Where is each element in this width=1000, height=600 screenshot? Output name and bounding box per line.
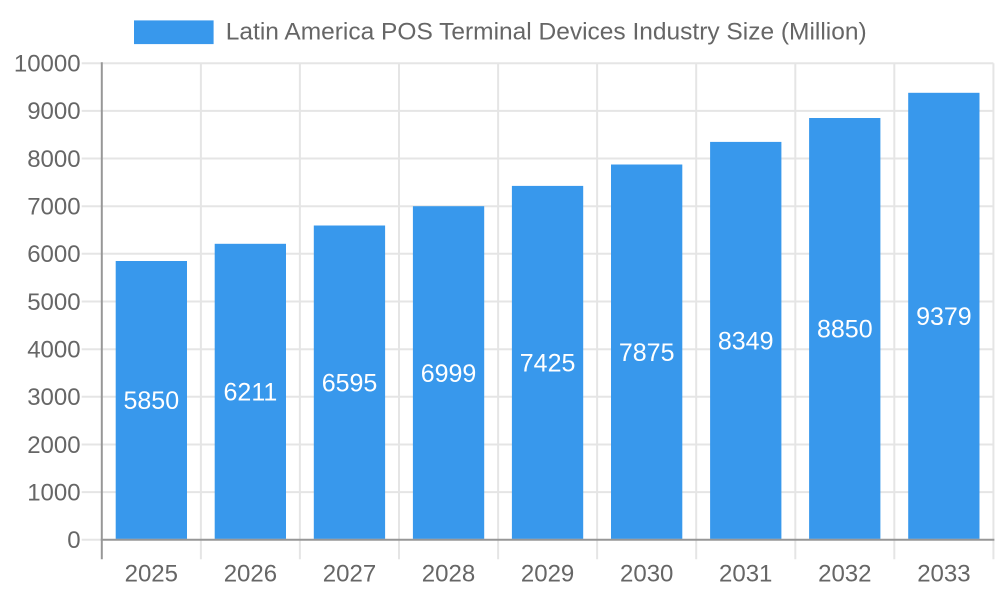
svg-text:2029: 2029 <box>521 561 574 588</box>
svg-text:Latin America POS Terminal Dev: Latin America POS Terminal Devices Indus… <box>226 19 867 46</box>
svg-text:4000: 4000 <box>27 337 80 364</box>
svg-text:2031: 2031 <box>719 561 772 588</box>
svg-text:0: 0 <box>67 527 80 554</box>
svg-text:2000: 2000 <box>27 432 80 459</box>
svg-text:2025: 2025 <box>125 561 178 588</box>
svg-text:6000: 6000 <box>27 241 80 268</box>
svg-text:2028: 2028 <box>422 561 475 588</box>
svg-text:5000: 5000 <box>27 289 80 316</box>
svg-text:2026: 2026 <box>224 561 277 588</box>
svg-text:5850: 5850 <box>123 387 179 415</box>
svg-text:2033: 2033 <box>917 561 970 588</box>
svg-text:8850: 8850 <box>817 316 873 344</box>
svg-text:9000: 9000 <box>27 98 80 125</box>
svg-text:6595: 6595 <box>322 369 378 397</box>
svg-text:2027: 2027 <box>323 561 376 588</box>
svg-text:10000: 10000 <box>14 51 81 78</box>
svg-text:2030: 2030 <box>620 561 673 588</box>
svg-text:7000: 7000 <box>27 194 80 221</box>
svg-text:6999: 6999 <box>421 360 477 388</box>
svg-text:7875: 7875 <box>619 339 675 367</box>
svg-text:2032: 2032 <box>818 561 871 588</box>
svg-text:1000: 1000 <box>27 479 80 506</box>
svg-text:3000: 3000 <box>27 384 80 411</box>
svg-text:8000: 8000 <box>27 146 80 173</box>
svg-text:7425: 7425 <box>520 350 576 378</box>
svg-text:9379: 9379 <box>916 303 972 331</box>
svg-text:6211: 6211 <box>224 379 278 407</box>
svg-text:8349: 8349 <box>718 328 774 356</box>
